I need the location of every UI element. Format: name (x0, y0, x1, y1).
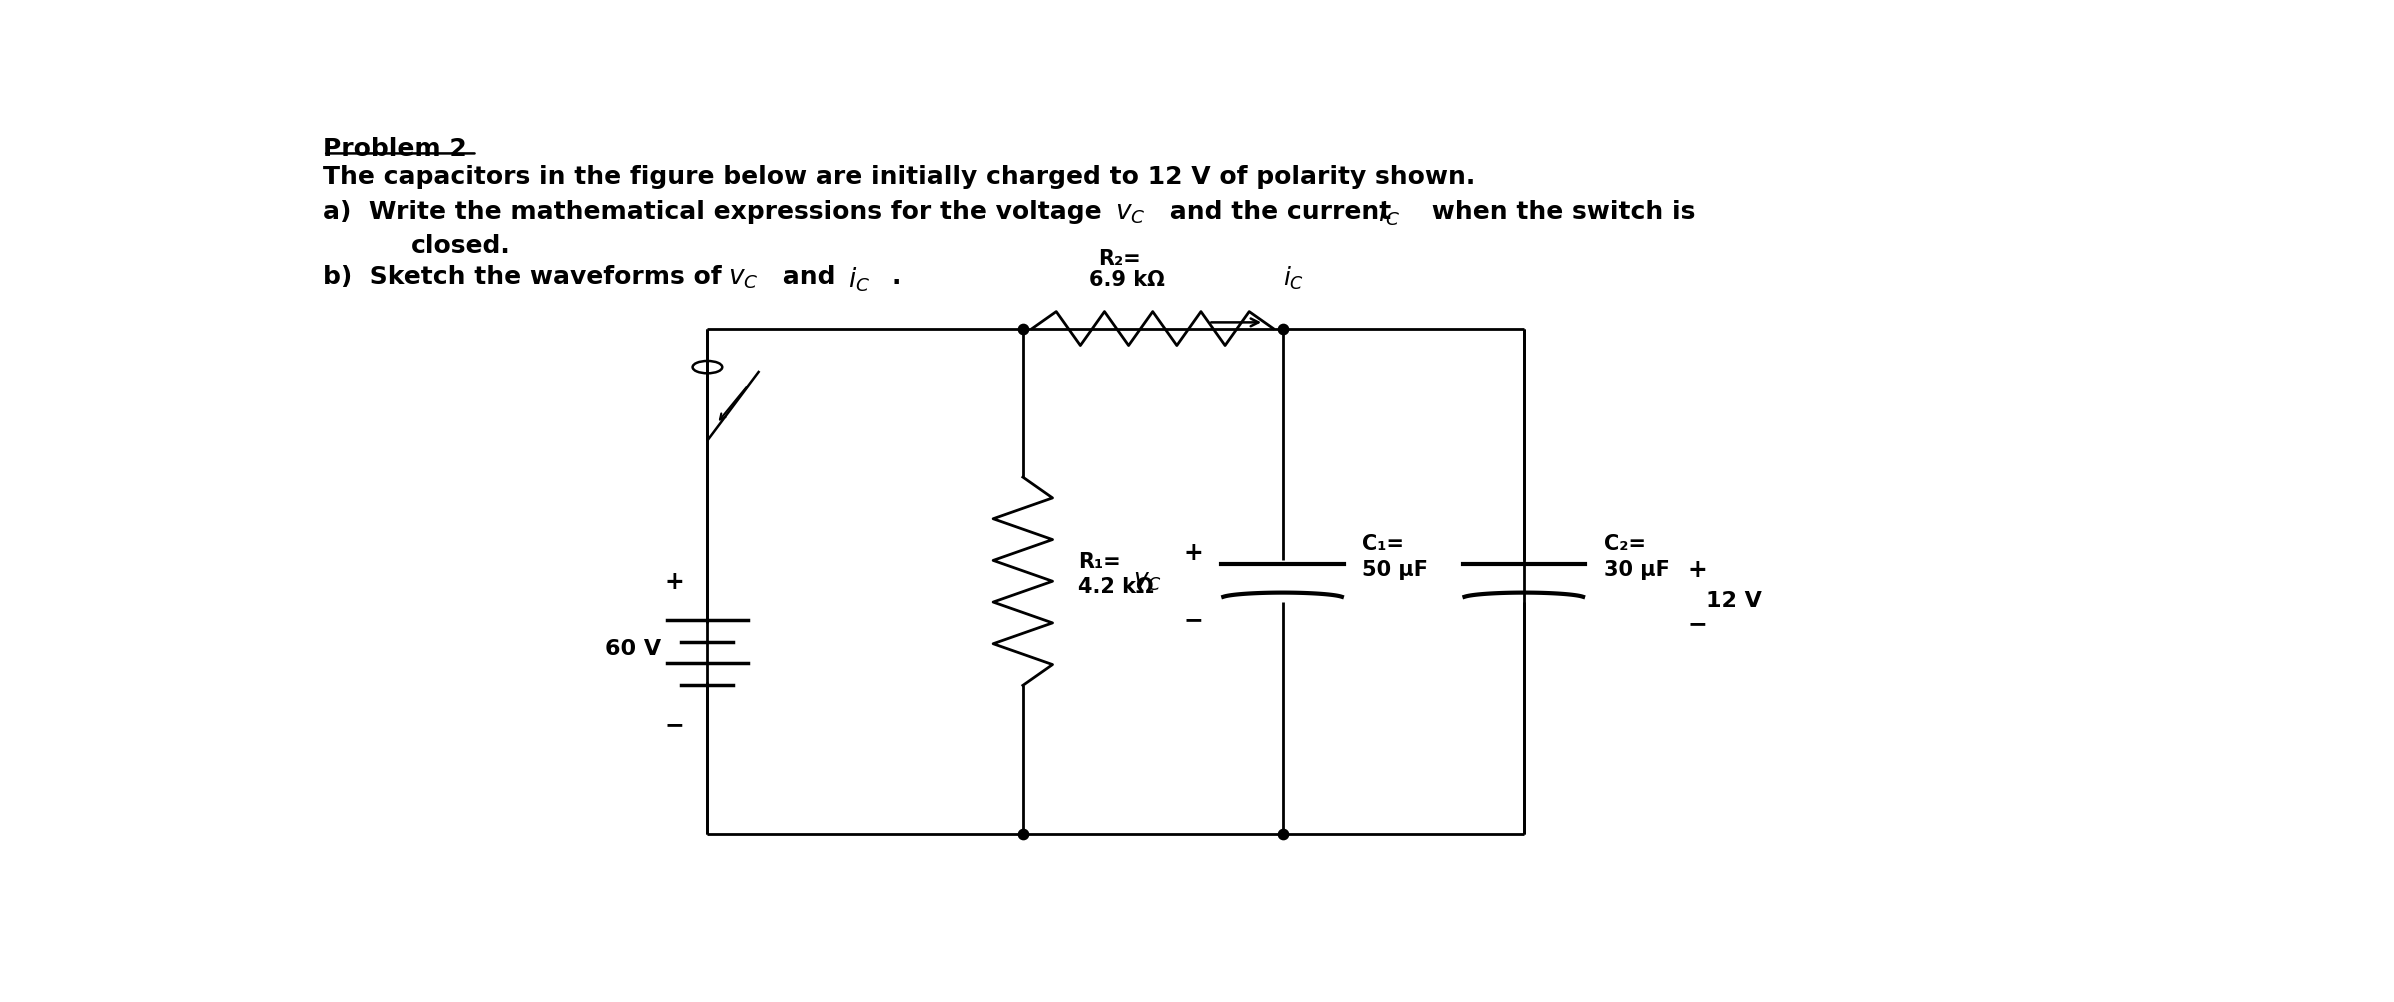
Text: +: + (1688, 558, 1707, 582)
Text: $i_C$: $i_C$ (847, 266, 871, 294)
Text: 6.9 kΩ: 6.9 kΩ (1089, 270, 1163, 290)
Text: 4.2 kΩ: 4.2 kΩ (1077, 577, 1154, 597)
Text: closed.: closed. (412, 233, 510, 258)
Text: $v_C$: $v_C$ (1116, 199, 1144, 225)
Text: and: and (773, 266, 845, 290)
Text: b)  Sketch the waveforms of: b) Sketch the waveforms of (323, 266, 730, 290)
Text: C₁=: C₁= (1362, 534, 1405, 554)
Text: Problem 2: Problem 2 (323, 137, 467, 161)
Point (1003, 321, 1041, 337)
Text: $i_C$: $i_C$ (1283, 265, 1305, 292)
Text: 12 V: 12 V (1705, 590, 1762, 610)
Text: 30 μF: 30 μF (1604, 560, 1669, 580)
Text: $v_C$: $v_C$ (728, 266, 759, 292)
Text: The capacitors in the figure below are initially charged to 12 V of polarity sho: The capacitors in the figure below are i… (323, 165, 1475, 189)
Text: when the switch is: when the switch is (1422, 199, 1695, 223)
Text: 50 μF: 50 μF (1362, 560, 1429, 580)
Point (1264, 826, 1302, 842)
Text: −: − (1688, 611, 1707, 635)
Text: C₂=: C₂= (1604, 534, 1645, 554)
Text: R₁=: R₁= (1077, 552, 1120, 572)
Point (1264, 321, 1302, 337)
Text: $i_C$: $i_C$ (1379, 199, 1400, 228)
Text: −: − (1183, 608, 1204, 632)
Text: and the current: and the current (1161, 199, 1400, 223)
Text: 60 V: 60 V (606, 638, 661, 658)
Point (1003, 826, 1041, 842)
Text: R₂=: R₂= (1099, 249, 1140, 270)
Text: $v_C$: $v_C$ (1132, 569, 1161, 593)
Text: −: − (663, 713, 685, 737)
Text: .: . (891, 266, 900, 290)
Text: +: + (663, 570, 685, 594)
Text: a)  Write the mathematical expressions for the voltage: a) Write the mathematical expressions fo… (323, 199, 1111, 223)
Text: +: + (1183, 541, 1204, 565)
